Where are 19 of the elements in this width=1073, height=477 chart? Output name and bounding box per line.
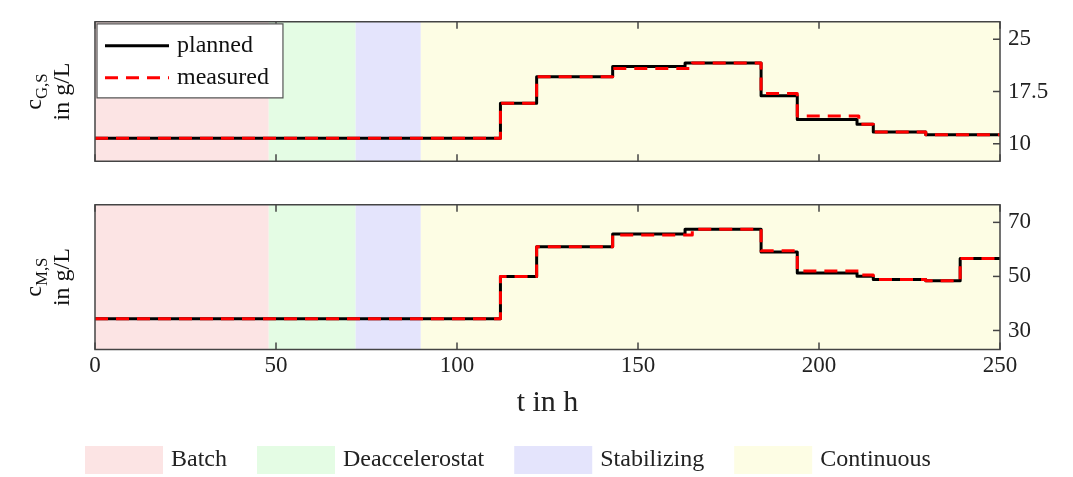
legend-label: Deaccelerostat xyxy=(342,445,485,472)
y-tick-label: 10 xyxy=(1008,129,1031,155)
x-axis-title: t in h xyxy=(516,383,579,417)
y-tick-label: 50 xyxy=(1008,262,1031,288)
x-tick-label: 100 xyxy=(439,352,475,378)
y-tick-label: 17.5 xyxy=(1008,77,1049,103)
legend-label: Stabilizing xyxy=(600,445,705,472)
legend-label: Batch xyxy=(171,445,227,472)
legend-label: Continuous xyxy=(820,445,931,472)
y-tick-label: 30 xyxy=(1008,316,1031,342)
legend-label: planned xyxy=(177,31,253,58)
y-tick-label: 70 xyxy=(1008,208,1031,234)
x-tick-label: 150 xyxy=(620,352,656,378)
y-tick-label: 25 xyxy=(1008,25,1031,51)
x-tick-label: 0 xyxy=(89,352,101,378)
legend-label: measured xyxy=(177,63,269,90)
x-tick-label: 50 xyxy=(264,352,288,378)
x-tick-label: 250 xyxy=(982,352,1018,378)
x-tick-label: 200 xyxy=(801,352,837,378)
